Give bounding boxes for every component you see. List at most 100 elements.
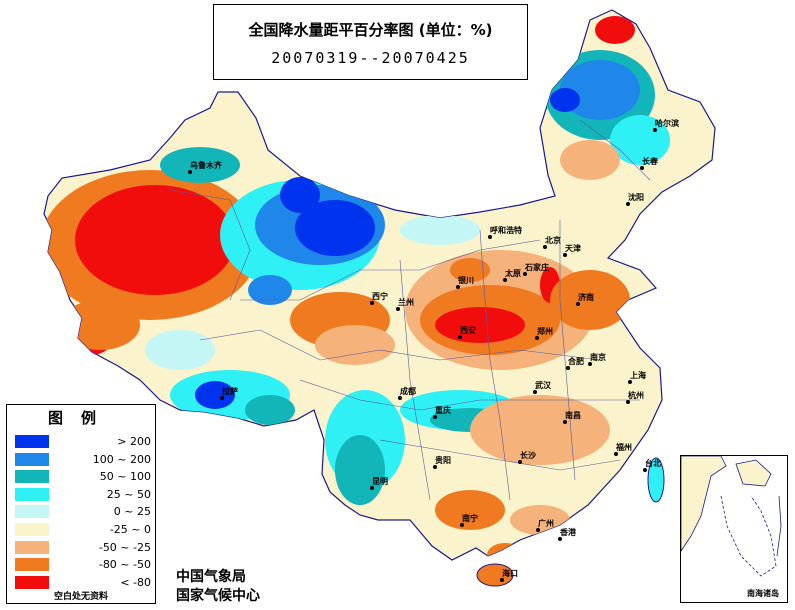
city-dot bbox=[614, 452, 618, 456]
city-dot bbox=[518, 460, 522, 464]
city-label: 福州 bbox=[616, 443, 632, 452]
legend-label: 100 ~ 200 bbox=[92, 452, 151, 466]
city-label: 拉萨 bbox=[222, 387, 238, 396]
city-dot bbox=[653, 128, 657, 132]
legend-item: 100 ~ 200 bbox=[15, 452, 153, 469]
city-label: 长沙 bbox=[520, 451, 536, 460]
city-label: 乌鲁木齐 bbox=[190, 161, 222, 170]
city-dot bbox=[460, 523, 464, 527]
city-label: 西安 bbox=[460, 326, 476, 335]
city-label: 天津 bbox=[565, 244, 581, 253]
city-dot bbox=[370, 486, 374, 490]
legend-swatch bbox=[15, 523, 49, 536]
city-dot bbox=[188, 170, 192, 174]
credit-ncc: 国家气候中心 bbox=[176, 588, 260, 604]
city-dot bbox=[433, 415, 437, 419]
city-dot bbox=[523, 272, 527, 276]
city-dot bbox=[536, 528, 540, 532]
legend-label: > 200 bbox=[117, 435, 151, 448]
title-box: 全国降水量距平百分率图 (单位：%) 20070319--20070425 bbox=[213, 4, 528, 80]
legend-item: -25 ~ 0 bbox=[15, 523, 153, 539]
city-dot bbox=[558, 537, 562, 541]
legend-swatch bbox=[15, 540, 49, 554]
city-label: 昆明 bbox=[372, 477, 388, 486]
legend-label: 50 ~ 100 bbox=[99, 470, 151, 484]
city-label: 广州 bbox=[538, 519, 554, 528]
city-label: 武汉 bbox=[535, 381, 551, 390]
city-label: 南京 bbox=[590, 353, 606, 362]
city-label: 海口 bbox=[502, 569, 518, 578]
legend-swatch bbox=[15, 470, 49, 484]
city-label: 呼和浩特 bbox=[490, 226, 522, 235]
city-label: 银川 bbox=[458, 276, 474, 285]
city-label: 重庆 bbox=[435, 406, 451, 415]
city-label: 南宁 bbox=[462, 514, 478, 523]
city-dot bbox=[533, 390, 537, 394]
city-label: 石家庄 bbox=[525, 263, 549, 272]
map-period: 20070319--20070425 bbox=[271, 49, 470, 67]
city-dot bbox=[566, 366, 570, 370]
city-dot bbox=[563, 420, 567, 424]
city-dot bbox=[543, 245, 547, 249]
legend-item: < -80 bbox=[15, 575, 153, 592]
province-borders bbox=[169, 119, 651, 501]
city-label: 济南 bbox=[578, 293, 594, 302]
legend-item: -80 ~ -50 bbox=[15, 558, 153, 574]
city-label: 西宁 bbox=[372, 292, 388, 301]
city-label: 北京 bbox=[545, 236, 561, 245]
map-title: 全国降水量距平百分率图 (单位：%) bbox=[248, 21, 493, 39]
legend: 图例 > 200 100 ~ 200 50 ~ 100 25 ~ 50 0 ~ 25 -2… bbox=[6, 404, 156, 604]
legend-swatch bbox=[15, 435, 49, 448]
legend-title: 图例 bbox=[47, 409, 114, 427]
city-label: 长春 bbox=[642, 157, 658, 166]
legend-item: > 200 bbox=[15, 435, 153, 451]
city-dot bbox=[576, 302, 580, 306]
city-dot bbox=[643, 468, 647, 472]
legend-label: -80 ~ -50 bbox=[98, 558, 151, 572]
legend-swatch bbox=[15, 575, 49, 589]
city-dot bbox=[628, 380, 632, 384]
legend-label: 0 ~ 25 bbox=[113, 505, 151, 519]
city-label: 沈阳 bbox=[628, 193, 644, 202]
city-label: 哈尔滨 bbox=[655, 119, 679, 128]
city-dot bbox=[535, 336, 539, 340]
city-dot bbox=[370, 301, 374, 305]
city-dot bbox=[503, 278, 507, 282]
legend-label: -50 ~ -25 bbox=[98, 540, 151, 554]
south-china-sea-inset: 南海诸岛 bbox=[680, 455, 788, 603]
hainan-island bbox=[476, 563, 514, 587]
city-label: 南昌 bbox=[565, 411, 581, 420]
city-dot bbox=[626, 400, 630, 404]
city-dot bbox=[458, 335, 462, 339]
city-label: 兰州 bbox=[398, 298, 414, 307]
city-dot bbox=[398, 396, 402, 400]
city-dot bbox=[488, 235, 492, 239]
legend-item: 25 ~ 50 bbox=[15, 487, 153, 504]
city-dot bbox=[588, 362, 592, 366]
legend-swatch bbox=[15, 505, 49, 519]
city-label: 合肥 bbox=[568, 357, 584, 366]
anomaly-shading bbox=[44, 16, 670, 560]
legend-swatch bbox=[15, 558, 49, 572]
legend-label: 25 ~ 50 bbox=[106, 487, 151, 501]
legend-swatch bbox=[15, 487, 49, 501]
city-dot bbox=[640, 166, 644, 170]
city-dot bbox=[220, 396, 224, 400]
taiwan-island bbox=[647, 457, 665, 503]
city-dot bbox=[500, 578, 504, 582]
city-dot bbox=[626, 202, 630, 206]
credit-cma: 中国气象局 bbox=[176, 569, 246, 585]
inset-map bbox=[681, 456, 782, 577]
city-label: 杭州 bbox=[628, 391, 644, 400]
city-dot bbox=[563, 253, 567, 257]
city-label: 台北 bbox=[645, 459, 661, 468]
legend-item: 0 ~ 25 bbox=[15, 505, 153, 521]
legend-note: 空白处无资料 bbox=[53, 592, 108, 602]
city-label: 贵阳 bbox=[435, 456, 451, 465]
city-dot bbox=[433, 465, 437, 469]
legend-swatch bbox=[15, 452, 49, 466]
city-label: 香港 bbox=[560, 528, 576, 537]
legend-label: < -80 bbox=[120, 575, 151, 589]
city-dot bbox=[396, 307, 400, 311]
